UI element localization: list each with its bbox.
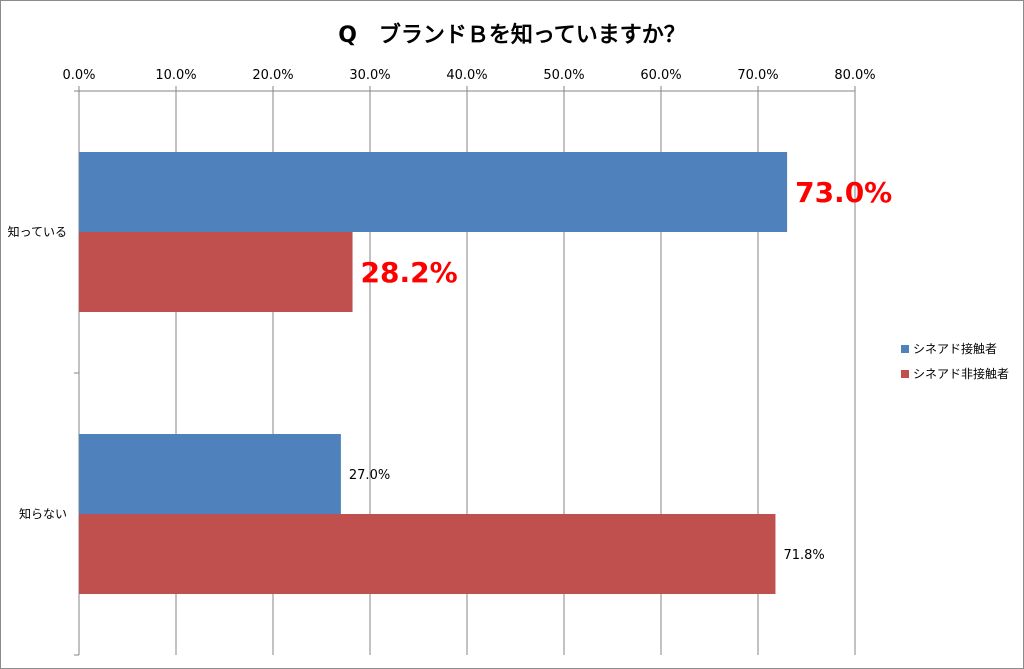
category-label: 知っている (8, 225, 67, 239)
category-label: 知らない (19, 507, 67, 521)
legend-label: シネアド非接触者 (913, 366, 1009, 381)
x-tick-label: 70.0% (737, 68, 778, 83)
x-tick-label: 0.0% (62, 68, 95, 83)
x-tick-label: 40.0% (446, 68, 487, 83)
bar (79, 514, 776, 594)
legend-swatch (901, 345, 909, 353)
x-tick-label: 50.0% (543, 68, 584, 83)
legend-swatch (901, 370, 909, 378)
x-tick-label: 10.0% (155, 68, 196, 83)
bar (79, 152, 788, 232)
legend-label: シネアド接触者 (913, 341, 997, 356)
bar (79, 232, 353, 312)
highlighted-data-label: 73.0% (795, 176, 892, 209)
x-tick-label: 80.0% (834, 68, 875, 83)
data-label: 27.0% (349, 468, 390, 483)
bars (79, 152, 788, 594)
chart-title: Q ブランドＢを知っていますか？ (338, 22, 686, 48)
highlighted-data-label: 28.2% (361, 256, 458, 289)
data-labels: 73.0% 28.2% 27.0% 71.8% (349, 176, 892, 563)
x-tick-label: 20.0% (252, 68, 293, 83)
bar (79, 434, 341, 514)
x-tick-label: 30.0% (349, 68, 390, 83)
axes: 0.0% 10.0% 20.0% 30.0% 40.0% 50.0% 60.0% 70.0% 8… (8, 68, 876, 656)
x-tick-label: 60.0% (640, 68, 681, 83)
data-label: 71.8% (783, 548, 824, 563)
